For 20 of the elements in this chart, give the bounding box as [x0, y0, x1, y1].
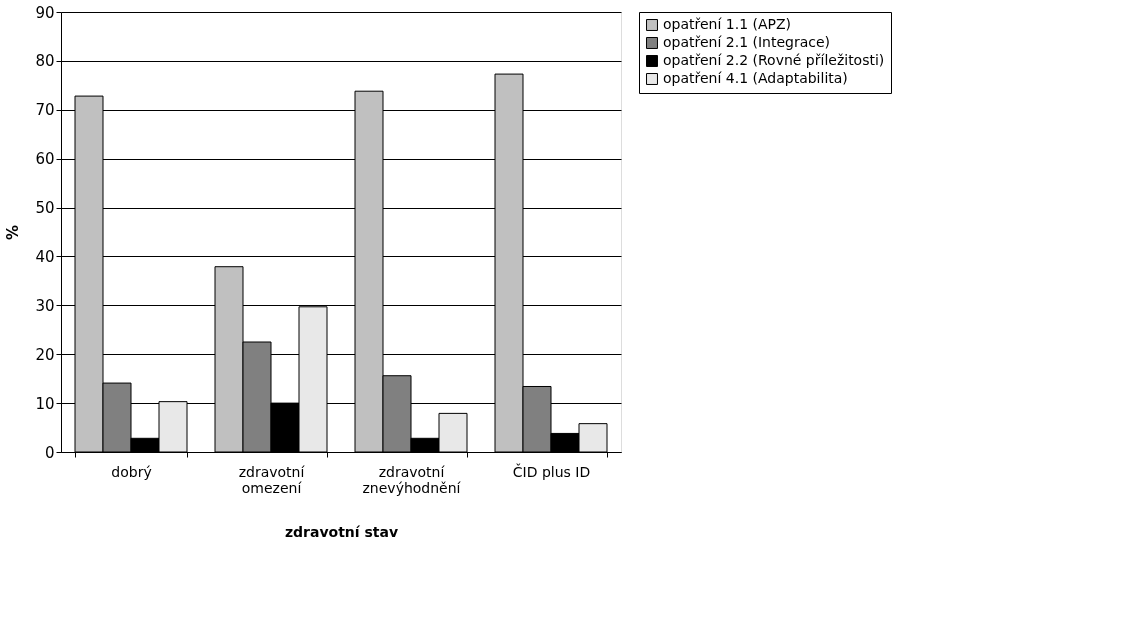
y-tick-label: 80 — [35, 52, 55, 71]
legend-label: opatření 4.1 (Adaptabilita) — [663, 70, 848, 86]
x-axis-title: zdravotní stav — [284, 523, 399, 540]
y-tick-label: 50 — [35, 199, 55, 218]
x-tick-label: zdravotní omezení — [238, 463, 306, 496]
legend-label: opatření 2.1 (Integrace) — [663, 34, 831, 50]
y-tick-label: 30 — [35, 296, 55, 315]
y-tick-label: 10 — [35, 394, 55, 413]
y-tick-label: 70 — [35, 101, 55, 120]
x-tick-label: dobrý — [111, 463, 152, 480]
legend-label: opatření 1.1 (APZ) — [663, 16, 792, 32]
y-tick-label: 40 — [35, 247, 55, 266]
y-tick-label: 90 — [35, 3, 55, 22]
legend-label: opatření 2.2 (Rovné příležitosti) — [663, 52, 885, 68]
x-tick-label: zdravotní znevýhodnění — [362, 463, 462, 496]
y-tick-label: 60 — [35, 150, 55, 169]
y-axis-title: % — [4, 224, 23, 241]
x-tick-label: ČID plus ID — [512, 462, 591, 480]
y-tick-label: 0 — [44, 443, 55, 462]
y-tick-label: 20 — [35, 345, 55, 364]
